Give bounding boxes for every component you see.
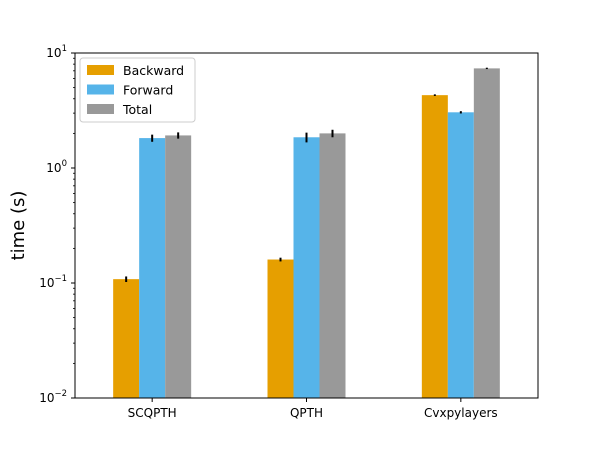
y-tick-label: 10−1 [39,274,67,290]
legend-swatch-total [87,104,114,114]
error-bars-layer [125,67,488,283]
bars-layer [113,68,500,399]
bar-total-cvxpylayers [473,68,500,398]
y-tick-label: 10−2 [39,389,67,405]
x-axis: SCQPTH QPTH Cvxpylayers [128,398,498,420]
x-tick-label: QPTH [290,406,323,420]
legend-label-forward: Forward [123,83,173,98]
bar-forward-qpth [293,137,320,398]
y-tick-label: 100 [46,159,67,175]
bar-forward-scqpth [139,138,166,398]
bar-total-qpth [319,133,346,399]
x-tick-label: SCQPTH [128,406,177,420]
bar-backward-qpth [267,259,294,398]
legend-swatch-forward [87,84,114,95]
y-tick-label: 101 [46,44,67,60]
legend-label-backward: Backward [123,63,184,78]
y-axis: 10−2 10−1 100 101 [39,44,75,405]
legend-swatch-backward [87,65,114,75]
x-tick-label: Cvxpylayers [424,406,498,420]
bar-backward-scqpth [113,279,140,398]
bar-forward-cvxpylayers [447,112,474,399]
legend-label-total: Total [122,102,152,117]
legend: Backward Forward Total [79,57,196,123]
bar-backward-cvxpylayers [421,95,448,399]
y-axis-label: time (s) [8,191,29,261]
bar-total-scqpth [165,135,192,399]
